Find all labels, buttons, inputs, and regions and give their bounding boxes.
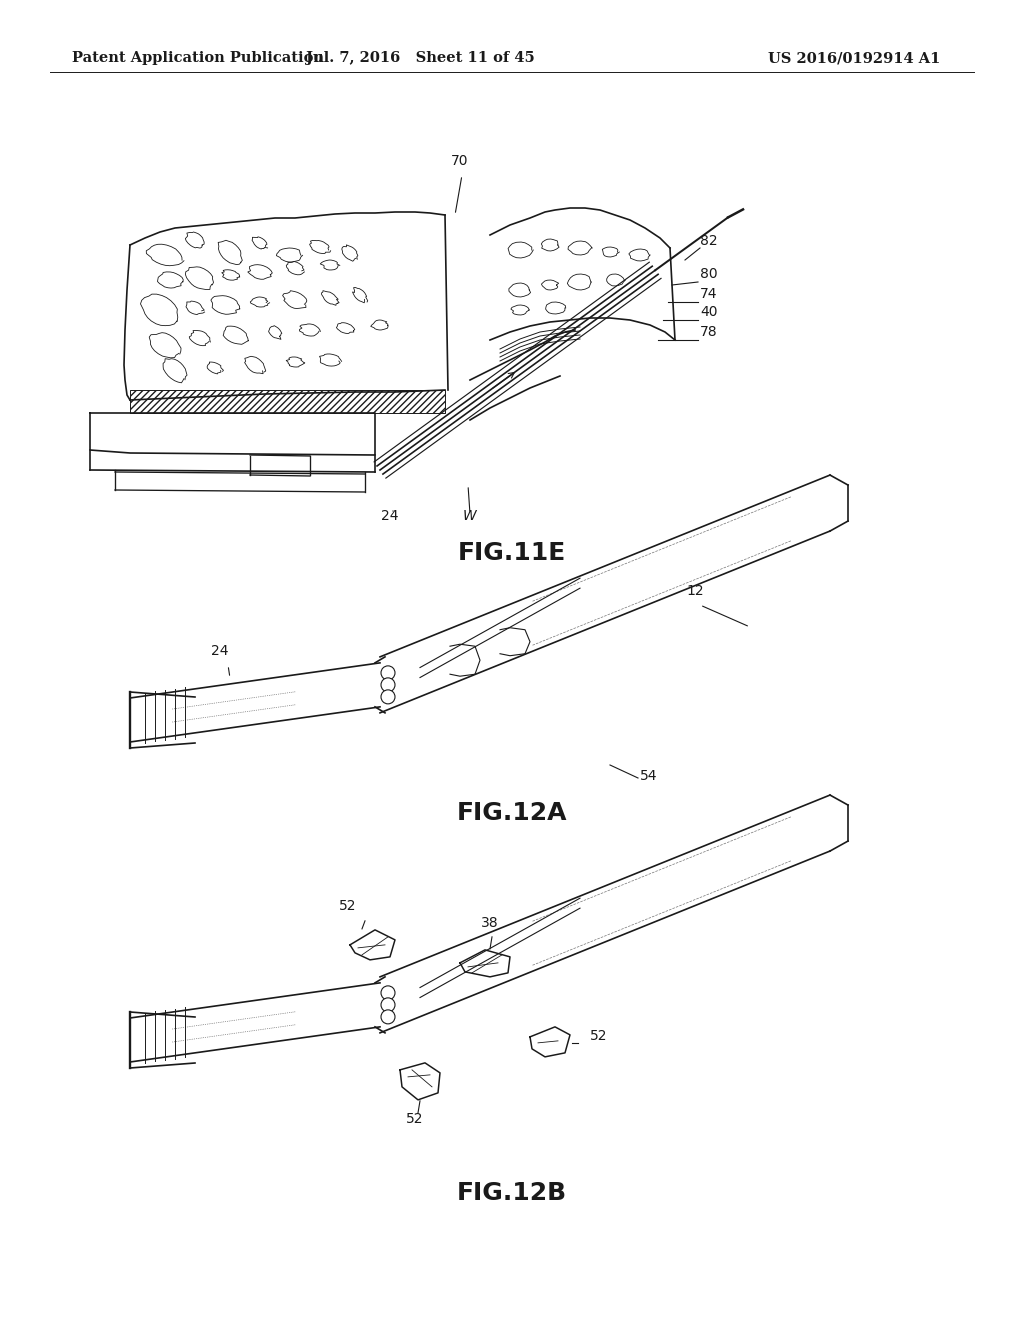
Text: 52: 52 xyxy=(407,1111,424,1126)
Circle shape xyxy=(381,986,395,999)
Text: 40: 40 xyxy=(700,305,718,319)
Text: 24: 24 xyxy=(211,644,228,657)
Text: FIG.12A: FIG.12A xyxy=(457,801,567,825)
Circle shape xyxy=(381,690,395,704)
Text: 80: 80 xyxy=(700,267,718,281)
Text: 12: 12 xyxy=(686,583,703,598)
Circle shape xyxy=(381,678,395,692)
Text: Patent Application Publication: Patent Application Publication xyxy=(72,51,324,65)
Text: FIG.12B: FIG.12B xyxy=(457,1181,567,1205)
Text: Jul. 7, 2016   Sheet 11 of 45: Jul. 7, 2016 Sheet 11 of 45 xyxy=(305,51,535,65)
Circle shape xyxy=(381,665,395,680)
Text: 24: 24 xyxy=(381,510,398,523)
Text: 78: 78 xyxy=(700,325,718,339)
Circle shape xyxy=(381,998,395,1012)
Text: 52: 52 xyxy=(590,1028,607,1043)
Text: 82: 82 xyxy=(700,234,718,248)
Text: US 2016/0192914 A1: US 2016/0192914 A1 xyxy=(768,51,940,65)
Text: 54: 54 xyxy=(640,770,657,783)
Text: 74: 74 xyxy=(700,286,718,301)
Text: 38: 38 xyxy=(481,916,499,929)
Text: W: W xyxy=(463,510,477,523)
Text: 52: 52 xyxy=(339,899,356,913)
Text: 70: 70 xyxy=(452,154,469,168)
Circle shape xyxy=(381,1010,395,1024)
Text: FIG.11E: FIG.11E xyxy=(458,541,566,565)
